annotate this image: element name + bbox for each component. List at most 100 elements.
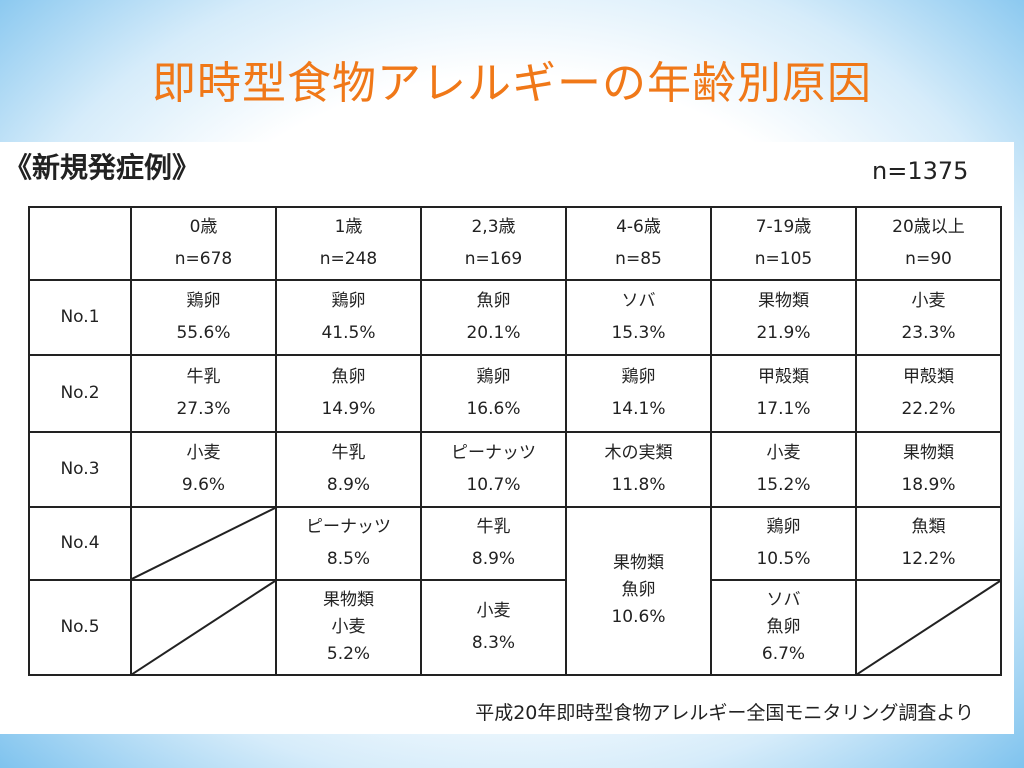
allergen: 木の実類 <box>604 443 673 464</box>
corner-cell <box>28 206 132 281</box>
percentage: 16.6% <box>466 399 521 420</box>
table-row: No.2 牛乳 27.3% 魚卵 14.9% 鶏卵 16.6% 鶏卵 14.1% 甲殻類… <box>28 353 1002 433</box>
allergen: 果物類 <box>323 589 374 610</box>
percentage: 8.5% <box>326 549 371 570</box>
percentage: 55.6% <box>176 323 231 344</box>
allergen: 鶏卵 <box>766 517 801 538</box>
data-cell: 小麦 15.2% <box>710 430 857 508</box>
header-cell: 4-6歳 n=85 <box>565 206 712 281</box>
percentage: 10.5% <box>756 549 811 570</box>
percentage: 14.1% <box>611 399 666 420</box>
percentage: 9.6% <box>181 475 226 496</box>
age-group: 2,3歳 <box>471 217 516 238</box>
percentage: 5.2% <box>326 643 371 664</box>
group-size: n=105 <box>754 249 813 270</box>
panel-title: 《新規発症例》 <box>4 151 201 184</box>
allergen: 鶏卵 <box>476 367 511 388</box>
percentage: 10.6% <box>611 607 666 628</box>
data-cell: 果物類 21.9% <box>710 278 857 356</box>
group-size: n=85 <box>615 249 662 270</box>
allergen: ソバ <box>766 589 801 610</box>
allergen: 甲殻類 <box>758 367 809 388</box>
group-size: n=678 <box>174 249 233 270</box>
allergen: 魚卵 <box>621 580 656 601</box>
data-cell: 牛乳 27.3% <box>130 353 277 433</box>
table-row: No.4 ピーナッツ 8.5% 牛乳 8.9% 果物類 魚卵 10.6% 鶏卵 10.5%… <box>28 505 1002 677</box>
percentage: 23.3% <box>901 323 956 344</box>
percentage: 6.7% <box>761 643 806 664</box>
data-cell: 甲殻類 22.2% <box>855 353 1002 433</box>
allergen: ピーナッツ <box>306 517 391 538</box>
data-cell: ソバ 15.3% <box>565 278 712 356</box>
percentage: 8.9% <box>326 475 371 496</box>
data-cell: 鶏卵 55.6% <box>130 278 277 356</box>
percentage: 20.1% <box>466 323 521 344</box>
header-row: 0歳 n=678 1歳 n=248 2,3歳 n=169 4-6歳 n=85 7-19歳… <box>28 206 1002 281</box>
allergen: 果物類 <box>613 553 664 574</box>
table-panel: 《新規発症例》 n=1375 0歳 n=678 1歳 n=248 2,3歳 n=169… <box>0 142 1014 734</box>
data-cell: 小麦 23.3% <box>855 278 1002 356</box>
percentage: 15.2% <box>756 475 811 496</box>
data-cell: 魚卵 14.9% <box>275 353 422 433</box>
percentage: 41.5% <box>321 323 376 344</box>
allergen: 牛乳 <box>186 367 221 388</box>
source-note: 平成20年即時型食物アレルギー全国モニタリング調査より <box>475 702 974 724</box>
diagonal-slash <box>132 508 275 579</box>
slide-title: 即時型食物アレルギーの年齢別原因 <box>152 58 872 109</box>
allergen: 鶏卵 <box>331 291 366 312</box>
allergen: 魚卵 <box>476 291 511 312</box>
percentage: 27.3% <box>176 399 231 420</box>
age-group: 0歳 <box>189 217 218 238</box>
header-cell: 7-19歳 n=105 <box>710 206 857 281</box>
table-row: No.1 鶏卵 55.6% 鶏卵 41.5% 魚卵 20.1% ソバ 15.3% 果物類… <box>28 278 1002 356</box>
age-group: 20歳以上 <box>892 217 965 238</box>
group-size: n=169 <box>464 249 523 270</box>
allergen: 甲殻類 <box>903 367 954 388</box>
group-size: n=90 <box>905 249 952 270</box>
data-cell: 鶏卵 16.6% <box>420 353 567 433</box>
rank-label: No.4 <box>28 505 132 581</box>
data-cell: ソバ魚卵 6.7% <box>710 578 857 677</box>
data-cell: ピーナッツ 8.5% <box>275 505 422 581</box>
allergen: 牛乳 <box>476 517 511 538</box>
header-cell: 2,3歳 n=169 <box>420 206 567 281</box>
allergen: 鶏卵 <box>186 291 221 312</box>
percentage: 17.1% <box>756 399 811 420</box>
empty-cell <box>130 578 277 677</box>
percentage: 11.8% <box>611 475 666 496</box>
diagonal-slash <box>857 581 1000 674</box>
data-cell: 果物類小麦 5.2% <box>275 578 422 677</box>
group-size: n=248 <box>319 249 378 270</box>
allergen: 牛乳 <box>331 443 366 464</box>
percentage: 12.2% <box>901 549 956 570</box>
data-cell: 甲殻類 17.1% <box>710 353 857 433</box>
percentage: 14.9% <box>321 399 376 420</box>
percentage: 21.9% <box>756 323 811 344</box>
table-row: No.5 果物類 小麦 5.2% 小麦 8.3% ソバ 魚卵 6.7% <box>28 578 1002 677</box>
allergen: 果物類 <box>758 291 809 312</box>
total-sample-size: n=1375 <box>872 157 969 185</box>
allergen: 小麦 <box>331 616 366 637</box>
age-group: 1歳 <box>334 217 363 238</box>
percentage: 18.9% <box>901 475 956 496</box>
allergen: ソバ <box>621 291 656 312</box>
data-cell: 果物類 18.9% <box>855 430 1002 508</box>
data-cell: 魚類 12.2% <box>855 505 1002 581</box>
data-cell: 小麦 9.6% <box>130 430 277 508</box>
allergen: 小麦 <box>766 443 801 464</box>
empty-cell <box>130 505 277 581</box>
percentage: 22.2% <box>901 399 956 420</box>
allergen: 魚卵 <box>331 367 366 388</box>
allergen: ピーナッツ <box>451 443 536 464</box>
rank-label: No.5 <box>28 578 132 677</box>
allergen: 魚卵 <box>766 616 801 637</box>
percentage: 8.3% <box>471 633 516 654</box>
allergen: 小麦 <box>186 443 221 464</box>
allergen: 果物類 <box>903 443 954 464</box>
allergen: 小麦 <box>911 291 946 312</box>
diagonal-slash <box>132 581 275 674</box>
table-row: No.3 小麦 9.6% 牛乳 8.9% ピーナッツ 10.7% 木の実類 11.8% … <box>28 430 1002 508</box>
header-cell: 1歳 n=248 <box>275 206 422 281</box>
rank-label: No.3 <box>28 430 132 508</box>
allergy-cause-table: 0歳 n=678 1歳 n=248 2,3歳 n=169 4-6歳 n=85 7-19歳… <box>28 206 1002 677</box>
